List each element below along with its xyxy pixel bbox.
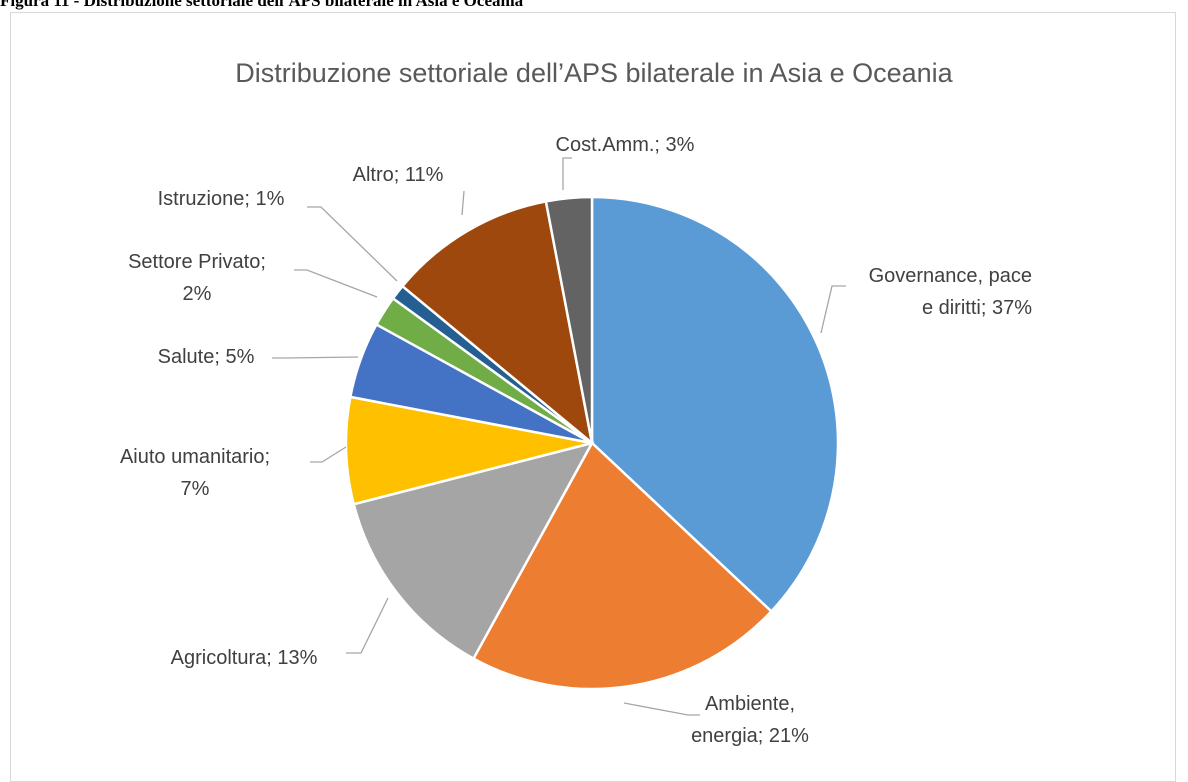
pie-slice-altro (400, 199, 594, 447)
leader-line (820, 285, 846, 334)
pie-slice-cost-amm (544, 195, 594, 444)
leader-line (294, 269, 378, 298)
leader-line (623, 702, 700, 716)
pie-slice-governance-pace-e-diritti (590, 195, 840, 614)
data-label: Agricoltura; 13% (171, 647, 318, 669)
pie-slice-aiuto-umanitario (344, 395, 593, 506)
pie-slices (344, 195, 840, 691)
data-label: Aiuto umanitario; 7% (120, 446, 270, 500)
leader-line (310, 446, 347, 463)
leader-line (272, 356, 359, 359)
data-label: Ambiente, energia; 21% (691, 693, 809, 747)
chart-title: Distribuzione settoriale dell’APS bilate… (235, 58, 953, 88)
pie-slice-ambiente-energia (471, 440, 774, 691)
data-label: Governance, pace e diritti; 37% (869, 265, 1033, 319)
pie-slice-agricoltura (352, 441, 595, 661)
data-label: Altro; 11% (353, 164, 444, 186)
leader-line (346, 597, 389, 654)
data-label: Cost.Amm.; 3% (556, 134, 695, 156)
data-label: Istruzione; 1% (158, 188, 285, 210)
leader-lines (272, 157, 846, 716)
leader-line (461, 190, 465, 216)
leader-line (562, 157, 572, 190)
data-label: Settore Privato; 2% (128, 251, 266, 305)
figure-caption: Figura 11 - Distribuzione settoriale del… (0, 0, 524, 10)
data-label: Salute; 5% (158, 346, 255, 368)
leader-line (307, 206, 398, 282)
data-labels: Governance, pace e diritti; 37% Ambiente, e… (120, 134, 1032, 747)
